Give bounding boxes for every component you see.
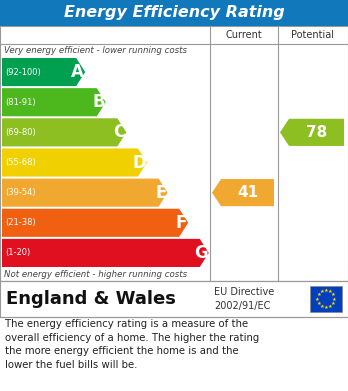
Bar xyxy=(0,281,348,317)
Text: (92-100): (92-100) xyxy=(5,68,41,77)
Text: G: G xyxy=(194,244,208,262)
Text: ★: ★ xyxy=(319,289,324,294)
Polygon shape xyxy=(2,118,126,146)
Text: A: A xyxy=(71,63,84,81)
Text: ★: ★ xyxy=(319,304,324,309)
Text: C: C xyxy=(113,123,125,142)
Polygon shape xyxy=(2,209,188,237)
Polygon shape xyxy=(280,119,344,146)
Polygon shape xyxy=(2,179,167,207)
Bar xyxy=(0,0,348,26)
Text: ★: ★ xyxy=(328,304,333,309)
Text: E: E xyxy=(155,184,167,202)
Text: The energy efficiency rating is a measure of the
overall efficiency of a home. T: The energy efficiency rating is a measur… xyxy=(5,319,259,370)
Text: F: F xyxy=(176,214,187,232)
Text: ★: ★ xyxy=(331,301,336,306)
Text: England & Wales: England & Wales xyxy=(6,290,176,308)
Polygon shape xyxy=(2,239,209,267)
Polygon shape xyxy=(2,58,85,86)
Text: D: D xyxy=(132,154,146,172)
Text: ★: ★ xyxy=(324,305,329,310)
Text: 41: 41 xyxy=(237,185,258,200)
Text: 78: 78 xyxy=(306,125,327,140)
Text: ★: ★ xyxy=(316,301,321,306)
Text: ★: ★ xyxy=(328,289,333,294)
Polygon shape xyxy=(212,179,274,206)
Bar xyxy=(0,26,348,281)
Polygon shape xyxy=(2,88,106,116)
Text: (39-54): (39-54) xyxy=(5,188,35,197)
Text: ★: ★ xyxy=(316,292,321,297)
Text: (21-38): (21-38) xyxy=(5,218,36,227)
Text: Energy Efficiency Rating: Energy Efficiency Rating xyxy=(64,5,284,20)
Text: (81-91): (81-91) xyxy=(5,98,35,107)
Text: ★: ★ xyxy=(324,288,329,293)
Text: (1-20): (1-20) xyxy=(5,248,30,257)
Text: B: B xyxy=(92,93,105,111)
Text: (69-80): (69-80) xyxy=(5,128,36,137)
Text: Not energy efficient - higher running costs: Not energy efficient - higher running co… xyxy=(4,270,187,279)
Polygon shape xyxy=(2,149,147,177)
Text: (55-68): (55-68) xyxy=(5,158,36,167)
Text: ★: ★ xyxy=(332,296,337,301)
Text: ★: ★ xyxy=(315,296,320,301)
Text: Current: Current xyxy=(226,30,262,40)
Text: Very energy efficient - lower running costs: Very energy efficient - lower running co… xyxy=(4,46,187,55)
Text: EU Directive
2002/91/EC: EU Directive 2002/91/EC xyxy=(214,287,274,310)
Text: Potential: Potential xyxy=(292,30,334,40)
Text: ★: ★ xyxy=(331,292,336,297)
Bar xyxy=(310,286,342,312)
